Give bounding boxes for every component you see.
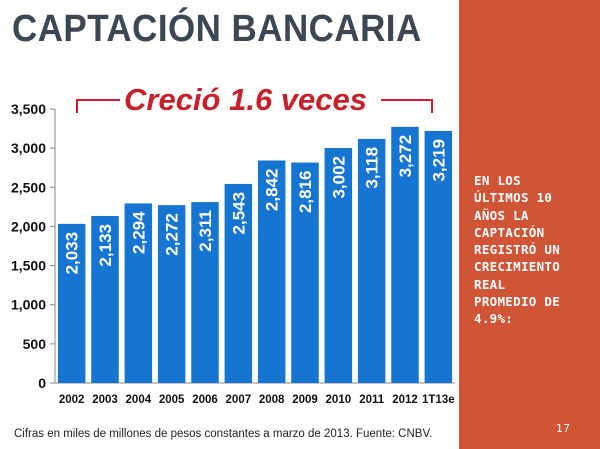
y-tick-label: 0 bbox=[38, 375, 46, 391]
y-tick-label: 3,000 bbox=[11, 140, 46, 156]
bar bbox=[91, 216, 119, 383]
y-tick-label: 3,500 bbox=[11, 101, 46, 117]
y-tick-label: 1,500 bbox=[11, 258, 46, 274]
bar-value-label: 2,311 bbox=[196, 210, 215, 252]
bar bbox=[391, 126, 419, 383]
page-title: CAPTACIÓN BANCARIA bbox=[12, 8, 422, 50]
x-tick-label: 2007 bbox=[226, 394, 252, 406]
x-tick-label: 2003 bbox=[92, 394, 118, 406]
bar bbox=[424, 130, 453, 383]
bar-value-label: 2,543 bbox=[229, 192, 248, 235]
side-panel bbox=[459, 0, 600, 449]
x-tick-label: 2006 bbox=[192, 394, 218, 406]
bar-value-label: 2,294 bbox=[129, 211, 148, 254]
bar bbox=[257, 160, 286, 383]
side-panel-text: EN LOS ÚLTIMOS 10 AÑOS LA CAPTACIÓN REGI… bbox=[474, 173, 561, 327]
x-tick-label: 1T13e bbox=[422, 394, 455, 406]
bar-value-label: 2,816 bbox=[296, 171, 315, 214]
page-number: 17 bbox=[556, 422, 570, 435]
bar bbox=[324, 147, 353, 383]
x-tick-label: 2004 bbox=[126, 394, 152, 406]
x-tick-label: 2012 bbox=[392, 394, 418, 406]
bar-value-label: 2,272 bbox=[163, 213, 182, 256]
bar-value-label: 3,002 bbox=[329, 156, 348, 199]
x-tick-label: 2005 bbox=[159, 394, 185, 406]
bar bbox=[57, 223, 86, 383]
x-tick-label: 2011 bbox=[359, 394, 385, 406]
growth-annotation: Creció 1.6 veces bbox=[124, 82, 368, 117]
bar bbox=[191, 202, 219, 383]
bar bbox=[357, 138, 386, 383]
bar bbox=[224, 183, 253, 383]
growth-bracket-right bbox=[381, 99, 433, 113]
y-tick-label: 2,500 bbox=[11, 179, 46, 195]
y-tick-label: 1,000 bbox=[11, 297, 46, 313]
x-tick-label: 2008 bbox=[259, 394, 285, 406]
y-tick-label: 2,000 bbox=[11, 218, 46, 234]
bar-value-label: 2,842 bbox=[263, 169, 282, 212]
y-tick-label: 500 bbox=[23, 336, 47, 352]
footnote: Cifras en miles de millones de pesos con… bbox=[14, 428, 433, 440]
x-tick-label: 2009 bbox=[292, 394, 318, 406]
x-tick-label: 2002 bbox=[59, 394, 85, 406]
bar-value-label: 2,033 bbox=[63, 232, 82, 275]
bar-value-label: 3,272 bbox=[396, 135, 415, 178]
growth-bracket-left bbox=[76, 99, 120, 113]
bar bbox=[157, 205, 186, 383]
bar-value-label: 3,118 bbox=[363, 147, 382, 189]
bar bbox=[124, 203, 153, 383]
bar-value-label: 2,133 bbox=[96, 224, 115, 267]
bar-value-label: 3,219 bbox=[429, 139, 448, 182]
bar bbox=[291, 162, 319, 383]
x-tick-label: 2010 bbox=[326, 394, 352, 406]
